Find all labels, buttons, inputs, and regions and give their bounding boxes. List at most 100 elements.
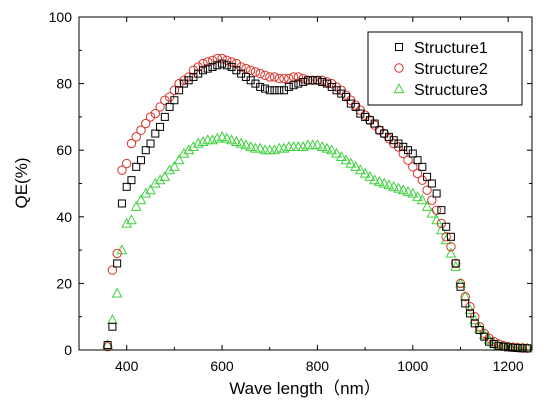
data-point (178, 147, 190, 158)
data-point (412, 168, 423, 179)
data-point (102, 341, 113, 352)
data-point (412, 190, 424, 201)
data-point (470, 319, 479, 328)
data-point (121, 158, 132, 169)
data-point (207, 55, 218, 65)
data-point (160, 95, 170, 105)
data-point (293, 72, 304, 82)
data-point (198, 66, 207, 75)
data-point (350, 100, 361, 110)
data-point (451, 259, 460, 268)
data-point (241, 63, 251, 74)
data-point (164, 164, 176, 175)
data-point (150, 108, 160, 119)
data-point (389, 138, 399, 149)
data-point (442, 222, 451, 231)
legend-label: Structure1 (414, 40, 488, 57)
data-point (135, 194, 147, 205)
y-tick-label: 0 (64, 342, 72, 358)
data-point (316, 141, 328, 151)
data-point (340, 154, 352, 165)
data-point (522, 343, 532, 354)
data-point (264, 144, 276, 155)
data-point (483, 334, 495, 345)
data-point (197, 136, 209, 146)
data-point (423, 172, 432, 181)
data-point (136, 156, 145, 165)
data-point (250, 67, 261, 77)
data-point (288, 141, 300, 151)
data-point (216, 131, 228, 141)
data-point (342, 92, 351, 101)
data-point (145, 184, 156, 195)
axis-layer: 400 600 800 1000 1200 0 20 40 60 80 100 (49, 9, 532, 374)
data-point (284, 82, 293, 91)
data-point (226, 134, 238, 145)
data-point (235, 137, 247, 148)
data-point (359, 167, 371, 178)
data-point (364, 170, 376, 181)
data-point (408, 149, 417, 158)
data-point (187, 141, 199, 151)
data-point (388, 180, 400, 191)
data-point (198, 58, 208, 69)
data-point (489, 340, 498, 349)
data-point (440, 234, 452, 245)
data-point (106, 314, 118, 325)
data-point (335, 151, 347, 161)
data-point (183, 72, 194, 82)
data-point (393, 142, 404, 152)
data-point (269, 72, 280, 82)
y-tick-label: 40 (56, 209, 72, 225)
data-point (130, 200, 142, 211)
data-point (275, 86, 284, 95)
data-point (207, 134, 218, 145)
data-point (354, 164, 366, 175)
data-point (269, 144, 280, 155)
data-point (212, 53, 222, 64)
data-point (156, 122, 165, 131)
data-point (159, 170, 171, 181)
data-point (393, 182, 404, 193)
data-point (175, 86, 184, 95)
data-point (312, 75, 323, 85)
data-point (140, 187, 152, 198)
data-point (112, 248, 122, 259)
data-point (183, 144, 195, 155)
data-point (260, 70, 270, 80)
data-point (311, 139, 323, 150)
data-point (107, 265, 118, 275)
data-point (422, 185, 432, 195)
data-point (240, 139, 252, 150)
data-point (288, 72, 299, 82)
data-point (369, 174, 381, 185)
data-point (460, 292, 470, 302)
data-point (121, 217, 133, 228)
data-point (213, 61, 222, 70)
data-point (331, 82, 342, 92)
data-point (117, 165, 127, 175)
data-point (208, 62, 217, 71)
x-tick-label: 400 (115, 358, 139, 374)
data-point (298, 73, 308, 84)
data-point (318, 77, 327, 86)
data-point (373, 175, 385, 186)
data-point (523, 344, 532, 353)
data-point (126, 138, 137, 149)
data-point (103, 341, 112, 350)
data-point (369, 120, 380, 130)
data-point (192, 137, 204, 148)
data-point (245, 65, 256, 75)
data-point (141, 118, 151, 129)
data-point (431, 205, 442, 215)
data-point (435, 224, 447, 235)
data-point (222, 61, 231, 70)
data-point (421, 200, 433, 211)
data-point (485, 337, 494, 346)
data-point (378, 177, 390, 188)
data-point (432, 189, 441, 198)
data-point (513, 344, 522, 353)
data-point (450, 260, 462, 271)
